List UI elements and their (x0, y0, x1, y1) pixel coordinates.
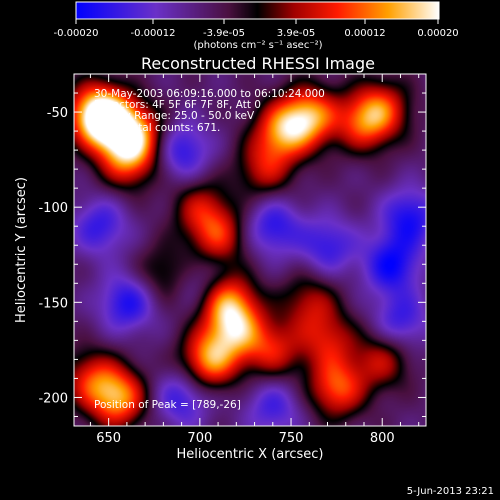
x-axis: 650 700 750 800 (89, 74, 420, 446)
y-axis: -50 -100 -150 -200 (38, 92, 426, 417)
y-axis-label: Heliocentric Y (arcsec) (14, 177, 29, 323)
x-tick-label: 750 (279, 431, 304, 446)
colorbar-frame (75, 1, 440, 20)
colorbar: -0.00020 -0.00012 -3.9e-05 3.9e-05 0.00012 0.… (54, 1, 459, 51)
colorbar-tick-label: 0.00012 (344, 28, 385, 39)
heatmap-canvas (74, 74, 426, 426)
heatmap-image (73, 73, 427, 427)
colorbar-tick-label: -0.00012 (131, 28, 176, 39)
info-block: 30-May-2003 06:09:16.000 to 06:10:24.000… (94, 88, 325, 411)
y-tick-label: -200 (38, 391, 68, 406)
info-energy-range: Energy Range: 25.0 - 50.0 keV (94, 110, 255, 122)
y-tick-label: -50 (47, 106, 68, 121)
info-clean-counts: Clean Total counts: 671. (94, 122, 220, 134)
x-tick-label: 800 (370, 431, 395, 446)
footer-date: 5-Jun-2013 23:21 (407, 486, 494, 497)
colorbar-tick-label: 3.9e-05 (277, 28, 315, 39)
x-tick-label: 700 (187, 431, 212, 446)
plot-frame (73, 73, 427, 427)
y-tick-label: -100 (38, 201, 68, 216)
info-time-range: 30-May-2003 06:09:16.000 to 06:10:24.000 (94, 88, 325, 100)
colorbar-gradient (76, 2, 439, 19)
x-axis-label: Heliocentric X (arcsec) (177, 447, 324, 462)
colorbar-tick-label: -3.9e-05 (203, 28, 245, 39)
colorbar-unit-label: (photons cm⁻² s⁻¹ asec⁻²) (193, 40, 322, 51)
x-tick-label: 650 (96, 431, 121, 446)
colorbar-ticks: -0.00020 -0.00012 -3.9e-05 3.9e-05 0.00012 0.… (54, 19, 459, 39)
colorbar-tick-label: 0.00020 (417, 28, 458, 39)
chart-title: Reconstructed RHESSI Image (141, 54, 375, 73)
y-tick-label: -150 (38, 296, 68, 311)
colorbar-tick-label: -0.00020 (54, 28, 99, 39)
info-detectors: Detectors: 4F 5F 6F 7F 8F, Att 0 (94, 99, 261, 111)
info-peak-position: Position of Peak = [789,-26] (94, 399, 241, 411)
